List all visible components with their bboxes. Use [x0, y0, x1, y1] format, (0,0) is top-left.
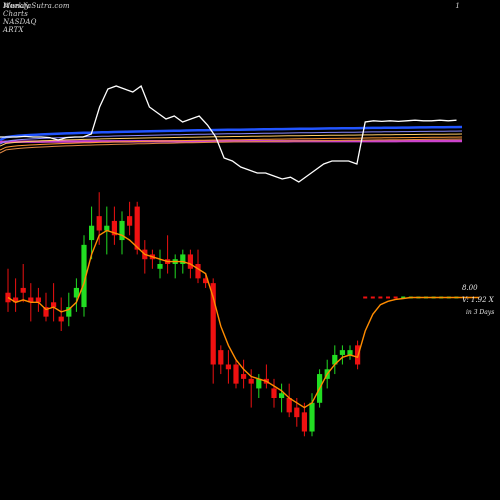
candle	[363, 296, 368, 299]
candle-body	[225, 364, 231, 370]
candle	[370, 296, 375, 299]
candle-body	[51, 302, 57, 308]
candle	[279, 383, 285, 413]
candle-body	[66, 307, 72, 317]
candle	[256, 374, 262, 398]
candle	[195, 249, 201, 284]
candle-body	[286, 398, 292, 413]
candle-body	[233, 364, 239, 384]
moving-average-line	[7, 229, 480, 409]
candle	[271, 378, 277, 408]
candle-body	[28, 297, 34, 303]
ma-line	[7, 229, 480, 409]
candle	[127, 201, 133, 236]
ma-band-line-6	[0, 125, 463, 142]
candle-body	[20, 287, 26, 293]
candle-body	[218, 350, 224, 365]
candle	[119, 211, 125, 255]
candle-body	[203, 278, 209, 284]
candle-body	[73, 287, 79, 298]
candle-body	[96, 216, 102, 231]
candle-body	[89, 225, 95, 241]
indicator-panel	[0, 84, 457, 183]
candle-body	[104, 225, 110, 231]
candle	[203, 273, 209, 288]
period-label: in 3 Days	[466, 309, 495, 316]
candle-body	[43, 307, 49, 317]
candle	[225, 350, 231, 384]
candle	[218, 345, 224, 375]
candle-body	[347, 350, 353, 355]
candle	[233, 359, 239, 389]
candle	[378, 296, 383, 299]
candle	[157, 249, 163, 279]
ma-band-line-2	[0, 136, 463, 151]
candle	[241, 359, 247, 389]
candle-body	[157, 264, 163, 269]
candle	[20, 264, 26, 303]
candle	[89, 206, 95, 260]
candle	[13, 278, 19, 312]
candle-body	[35, 297, 41, 303]
candle-projection-mark	[370, 296, 375, 299]
ma-band-line-1	[0, 139, 462, 144]
candle-body	[294, 407, 300, 418]
candle	[134, 201, 140, 255]
watermark-text: MunafaSutra.com	[3, 2, 70, 10]
ma-band-line-3	[0, 133, 463, 147]
candle	[347, 345, 353, 360]
candle	[35, 287, 41, 312]
indicator-line	[0, 84, 457, 183]
candle-body	[127, 216, 133, 226]
candle-body	[180, 254, 186, 264]
candle-body	[332, 354, 338, 365]
candle	[73, 278, 79, 312]
volume-label: V: 1.92 X	[462, 296, 494, 304]
candle-projection-mark	[363, 296, 368, 299]
candle-body	[256, 378, 262, 389]
candle-body	[248, 378, 254, 384]
candle-body	[81, 244, 87, 308]
candle	[51, 283, 57, 322]
candlesticks	[5, 192, 459, 437]
candle-body	[271, 388, 277, 398]
candle-body	[195, 264, 201, 279]
header-right-text: 1	[455, 2, 460, 10]
candle	[393, 296, 398, 299]
candle-body	[119, 220, 125, 241]
chart-title: Weekly Charts NASDAQ ARTX	[3, 2, 37, 34]
candle-body	[111, 220, 117, 236]
candle-body	[210, 283, 216, 365]
candle	[332, 345, 338, 375]
candle-body	[58, 316, 64, 322]
candle-body	[339, 350, 345, 355]
candle-projection-mark	[378, 296, 383, 299]
candle-body	[279, 393, 285, 398]
candle-body	[187, 254, 193, 269]
candle	[81, 235, 87, 317]
candle-body	[13, 297, 19, 303]
candle	[339, 345, 345, 365]
candle-body	[134, 206, 140, 250]
candle-projection-mark	[386, 296, 390, 299]
ma-band-line-4	[0, 138, 463, 154]
candle	[58, 297, 64, 331]
candle	[401, 296, 406, 299]
candle-body	[301, 412, 307, 432]
candle-body	[309, 402, 315, 432]
candle	[309, 393, 315, 437]
price-label: 8.00	[462, 284, 478, 292]
candle-projection-mark	[401, 296, 406, 299]
candle	[111, 206, 117, 245]
candle	[43, 292, 49, 322]
moving-average-bands	[0, 125, 463, 154]
candle	[386, 296, 390, 299]
candle	[286, 383, 292, 418]
candle-body	[241, 374, 247, 379]
candle-projection-mark	[393, 296, 398, 299]
